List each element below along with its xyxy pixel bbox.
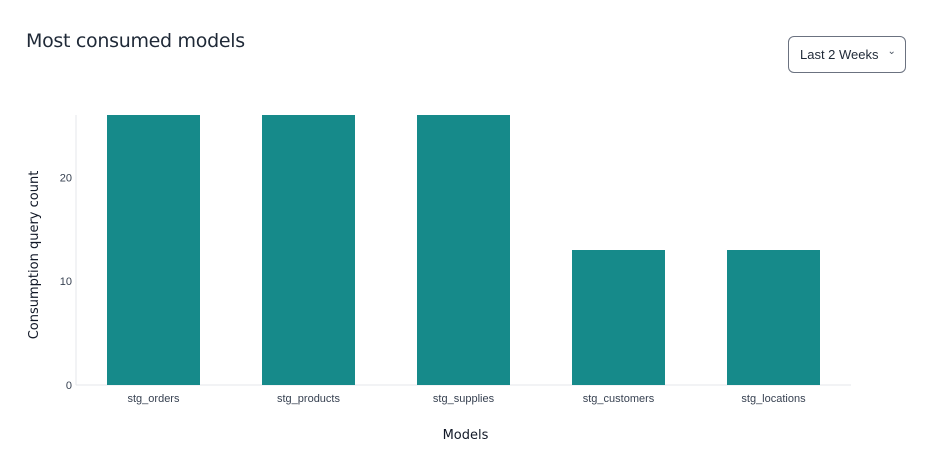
page-title: Most consumed models [26,30,245,52]
x-axis-title: Models [443,428,489,443]
x-tick-label: stg_orders [128,393,180,405]
bar-stg_locations [727,250,820,385]
x-tick-label: stg_customers [583,393,655,405]
x-tick-label: stg_supplies [433,393,495,405]
y-tick-label: 20 [60,172,72,184]
bar-stg_products [262,115,355,385]
bar-stg_supplies [417,115,510,385]
bar-stg_orders [107,115,200,385]
y-tick-label: 10 [60,276,72,288]
y-axis-title: Consumption query count [27,171,42,340]
x-tick-label: stg_products [277,393,340,405]
chevron-down-icon: ⌄ [887,45,896,57]
bar-stg_customers [572,250,665,385]
time-range-selected: Last 2 Weeks [800,47,879,62]
time-range-dropdown[interactable]: Last 2 Weeks ⌄ [788,36,906,73]
y-tick-label: 0 [66,380,72,392]
x-tick-label: stg_locations [741,393,806,405]
